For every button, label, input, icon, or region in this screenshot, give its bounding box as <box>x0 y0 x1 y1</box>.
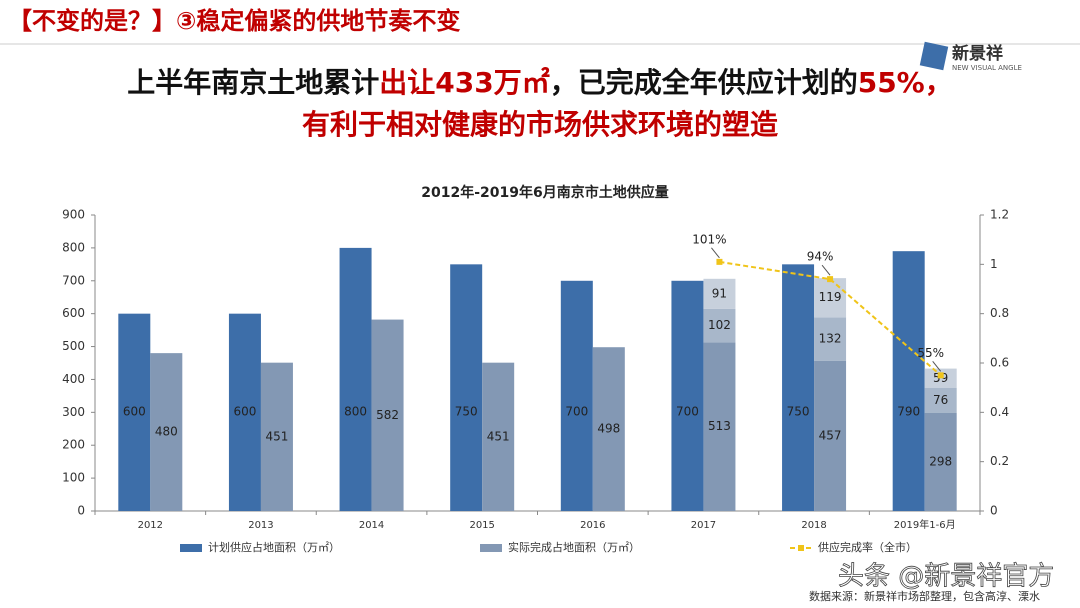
bar <box>924 387 957 413</box>
logo-subtitle: NEW VISUAL ANGLE <box>952 64 1022 72</box>
bar-label: 498 <box>597 422 620 436</box>
bar <box>482 362 515 511</box>
x-tick-label: 2019年1-6月 <box>894 518 956 531</box>
bar-label: 790 <box>897 405 920 419</box>
bar <box>150 353 183 511</box>
x-tick-label: 2017 <box>691 520 716 531</box>
bar-label: 457 <box>819 428 842 442</box>
rate-line <box>719 260 942 377</box>
chart: 0 100 200 300 400 500 600 700 800 900 0 0.2 0.4 0.6 0.… <box>62 208 1009 555</box>
bar <box>892 251 925 511</box>
y-tick-label: 700 <box>62 273 85 287</box>
y-tick-label: 300 <box>62 405 85 419</box>
y-tick-label: 600 <box>62 306 85 320</box>
rate-label: 55% <box>917 346 944 360</box>
bar-label: 91 <box>712 286 727 300</box>
headline-part: ，已完成全年供应计划的 <box>550 66 858 99</box>
y-tick-label: 900 <box>62 208 85 222</box>
y-tick-label: 400 <box>62 372 85 386</box>
x-tick-label: 2012 <box>138 520 163 531</box>
label-leader <box>821 264 831 276</box>
bar-label: 451 <box>487 429 510 443</box>
bar <box>703 308 736 343</box>
x-tick-label: 2018 <box>801 520 826 531</box>
bar-label: 750 <box>787 405 810 419</box>
rate-label: 94% <box>807 250 834 264</box>
y-tick-label: 800 <box>62 240 85 254</box>
bar <box>339 247 372 511</box>
headline-part: 上半年南京土地累计 <box>127 66 379 99</box>
bar <box>782 264 815 511</box>
y-tick-label: 0 <box>77 504 85 518</box>
slide-title: 【不变的是？】③稳定偏紧的供地节奏不变 <box>8 7 460 35</box>
rate-point <box>937 372 944 379</box>
legend-swatch <box>798 545 804 551</box>
headline-line2: 有利于相对健康的市场供求环境的塑造 <box>302 108 778 141</box>
headline-emphasis: 出让433万㎡ <box>379 66 549 99</box>
bar-label: 119 <box>819 290 842 304</box>
bar <box>560 280 593 511</box>
rate-label: 101% <box>692 232 726 246</box>
bar <box>703 278 736 309</box>
bar <box>924 412 957 511</box>
bar <box>118 313 151 511</box>
bar <box>371 319 404 511</box>
y2-tick-label: 0.2 <box>990 454 1009 468</box>
bar-label: 298 <box>929 454 952 468</box>
headline-emphasis: 55%， <box>858 66 953 99</box>
y2-tick-label: 1.2 <box>990 208 1009 222</box>
legend-label: 实际完成占地面积（万㎡） <box>508 540 640 554</box>
bar <box>228 313 261 511</box>
headline: 上半年南京土地累计出让433万㎡，已完成全年供应计划的55%， <box>127 66 953 99</box>
legend-label: 计划供应占地面积（万㎡） <box>208 540 340 554</box>
bar-label: 600 <box>123 405 146 419</box>
logo-icon <box>919 41 949 71</box>
footnote: 数据来源：新景祥市场部整理，包含高淳、溧水 <box>809 589 1040 603</box>
y-tick-label: 500 <box>62 339 85 353</box>
bar <box>814 278 847 318</box>
bar <box>814 317 847 361</box>
bar-label: 513 <box>708 419 731 433</box>
y-tick-label: 100 <box>62 471 85 485</box>
rate-point <box>716 258 723 265</box>
watermark: 头条 @新景祥官方 <box>838 562 1054 592</box>
bar-label: 76 <box>933 393 948 407</box>
y2-tick-label: 0.8 <box>990 306 1009 320</box>
bar-label: 700 <box>565 405 588 419</box>
label-leader <box>932 361 942 372</box>
rate-point <box>827 276 834 283</box>
bar <box>592 347 625 511</box>
y2-tick-label: 0.6 <box>990 356 1009 370</box>
bar-label: 582 <box>376 408 399 422</box>
legend-swatch <box>480 544 502 552</box>
bar <box>450 264 483 511</box>
bar <box>814 360 847 511</box>
x-tick-label: 2013 <box>248 520 273 531</box>
legend-label: 供应完成率（全市） <box>818 540 917 554</box>
bar <box>703 342 736 511</box>
chart-title: 2012年-2019年6月南京市土地供应量 <box>421 184 668 201</box>
y2-tick-label: 1 <box>990 257 998 271</box>
y2-tick-label: 0 <box>990 504 998 518</box>
logo-name: 新景祥 <box>952 43 1003 64</box>
y-tick-label: 200 <box>62 438 85 452</box>
bar-label: 102 <box>708 318 731 332</box>
x-tick-label: 2015 <box>469 520 494 531</box>
bar <box>671 280 704 511</box>
bar-label: 700 <box>676 405 699 419</box>
y2-tick-label: 0.4 <box>990 405 1009 419</box>
bar-label: 800 <box>344 405 367 419</box>
bar-label: 600 <box>233 405 256 419</box>
legend-swatch <box>180 544 202 552</box>
bar-label: 480 <box>155 425 178 439</box>
bar-label: 132 <box>819 331 842 345</box>
bar-label: 451 <box>265 429 288 443</box>
x-tick-label: 2014 <box>359 520 384 531</box>
bar <box>260 362 293 511</box>
label-leader <box>711 247 720 259</box>
bar-label: 750 <box>455 405 478 419</box>
x-tick-label: 2016 <box>580 520 605 531</box>
